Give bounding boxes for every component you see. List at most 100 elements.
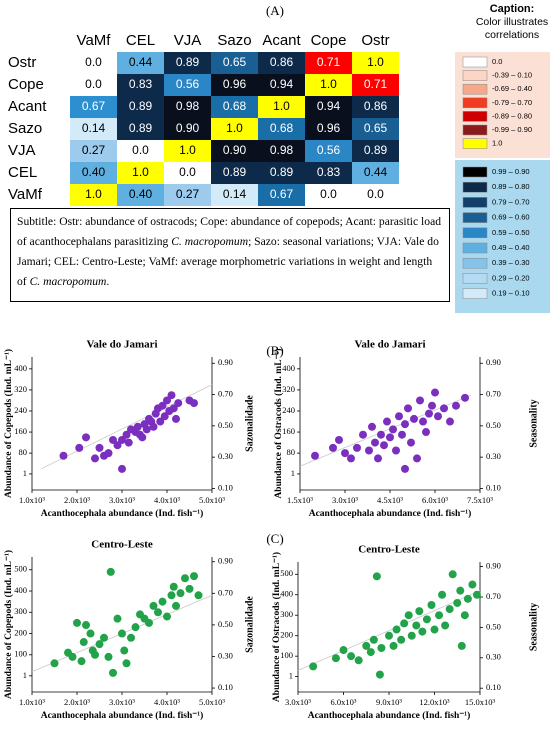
point — [82, 433, 90, 442]
y-tick-label: 300 — [14, 606, 27, 616]
cell-label: 1.0 — [273, 99, 290, 113]
x-tick-label: 7.5x10³ — [467, 495, 493, 505]
point — [400, 619, 409, 628]
y-tick-label: 400 — [280, 589, 293, 599]
point — [82, 621, 90, 630]
point — [158, 401, 167, 410]
cell-label: 0.89 — [270, 165, 294, 179]
point — [445, 605, 454, 614]
point — [133, 422, 142, 431]
cell-label: 0.71 — [317, 55, 341, 69]
cell-label: 0.89 — [223, 165, 247, 179]
heatmap-cell — [70, 118, 117, 140]
cell-label: 0.98 — [176, 99, 200, 113]
point — [154, 608, 162, 617]
chart-title: Centro-Leste — [91, 539, 153, 551]
y-tick-label: 1 — [23, 468, 27, 478]
y2-tick-label: 0.10 — [218, 682, 233, 692]
point — [169, 404, 178, 413]
point — [145, 618, 153, 627]
y2-tick-label: 0.30 — [218, 650, 233, 660]
point — [172, 414, 180, 423]
legend-label: 0.49 – 0.40 — [492, 243, 530, 252]
y2-tick-label: 0.30 — [218, 451, 233, 461]
y2-tick-label: 0.50 — [218, 420, 233, 430]
legend-label: 0.99 – 0.90 — [492, 167, 530, 176]
subtitle: Subtitle: Ostr: abundance of ostracods; … — [10, 208, 450, 302]
subtitle-text: ; Sazo: seasonal variations; VJA: Vale d… — [17, 235, 439, 288]
legend-swatch — [462, 227, 488, 239]
point — [156, 417, 165, 426]
point — [91, 454, 99, 463]
legend-swatch — [462, 111, 488, 122]
x-tick-label: 5.0x10³ — [199, 495, 225, 505]
legend-label: -0.79 – 0.70 — [492, 98, 532, 107]
panel-label: (B) — [266, 343, 283, 358]
point — [407, 438, 415, 447]
legend-title: Caption: — [490, 3, 535, 15]
point — [369, 635, 378, 644]
point — [452, 401, 460, 410]
legend-label: -0.39 – 0.10 — [492, 71, 532, 80]
legend-label: 0.79 – 0.70 — [492, 197, 530, 206]
point — [118, 435, 126, 444]
panel-label: (A) — [266, 3, 284, 18]
point — [100, 633, 108, 642]
point — [398, 430, 406, 439]
y-axis-label: Abundance of Ostracods (Ind. mL⁻¹) — [271, 552, 282, 702]
heatmap-cell — [117, 162, 164, 184]
y2-tick-label: 0.70 — [486, 591, 501, 601]
x-tick-label: 4.0x10³ — [154, 697, 180, 707]
point — [185, 584, 194, 593]
point — [389, 641, 398, 650]
cell-label: 0.27 — [176, 187, 200, 201]
cell-label: 0.96 — [317, 121, 341, 135]
column-label: Acant — [262, 32, 301, 49]
x-tick-label: 1.0x10³ — [19, 495, 45, 505]
heatmap-cell — [305, 74, 352, 96]
heatmap-cell — [258, 184, 305, 206]
point — [104, 652, 113, 661]
heatmap-cell — [211, 184, 258, 206]
y-tick-label: 1 — [289, 670, 293, 680]
legend-swatch — [462, 273, 488, 284]
trend-line — [297, 590, 481, 671]
point — [190, 399, 198, 408]
row-label: Cope — [8, 76, 44, 93]
point — [124, 438, 133, 447]
heatmap-cell — [258, 52, 305, 74]
y2-tick-label: 0.30 — [486, 451, 501, 461]
point — [446, 417, 454, 426]
cell-label: 0.65 — [223, 55, 247, 69]
y2-tick-label: 0.70 — [218, 389, 233, 399]
y-tick-label: 100 — [14, 649, 27, 659]
heatmap-cell — [352, 140, 399, 162]
point — [109, 668, 117, 677]
point — [448, 570, 457, 579]
heatmap-cell — [352, 118, 399, 140]
point — [407, 631, 416, 640]
cell-label: 0.89 — [129, 99, 153, 113]
heatmap-cell — [258, 96, 305, 118]
point — [120, 646, 129, 655]
point — [149, 601, 158, 610]
legend-swatch — [462, 212, 488, 223]
cell-label: 0.0 — [85, 55, 102, 69]
point — [431, 388, 439, 397]
point — [167, 391, 176, 400]
y2-tick-label: 0.10 — [486, 482, 501, 492]
point — [392, 625, 401, 634]
subtitle-text: Subtitle: Ostr: abundance of ostracods; … — [17, 215, 442, 248]
cell-label: 0.44 — [129, 55, 153, 69]
point — [86, 629, 95, 638]
point — [386, 433, 394, 442]
point — [163, 396, 171, 405]
heatmap-cell — [258, 118, 305, 140]
point — [329, 443, 337, 452]
y-tick-label: 500 — [14, 564, 27, 574]
point — [190, 572, 198, 581]
y-tick-label: 300 — [280, 609, 293, 619]
heatmap-cell — [117, 52, 164, 74]
point — [59, 451, 68, 460]
cell-label: 0.86 — [364, 99, 388, 113]
